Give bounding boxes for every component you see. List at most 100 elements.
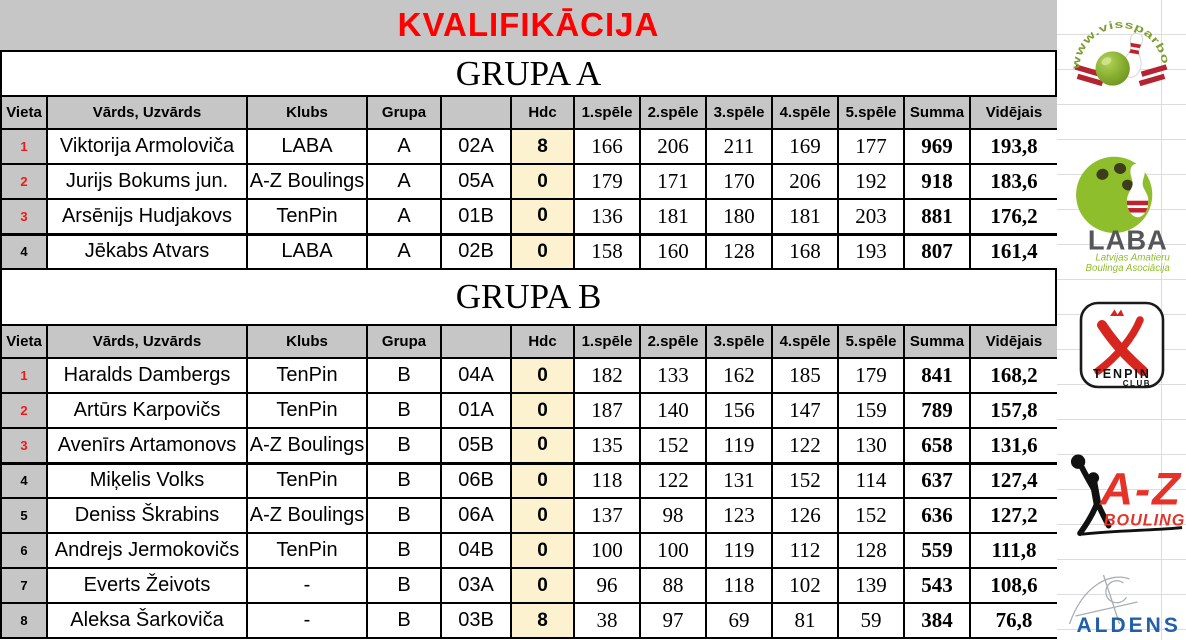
- az-logo-title: A-Z: [1099, 464, 1182, 515]
- handicap-cell: 0: [510, 392, 575, 429]
- table-row: 4 Miķelis Volks TenPin B 06B 0 118 122 131 152 114…: [0, 462, 1059, 499]
- column-header: 4.spēle: [771, 95, 839, 130]
- average-cell: 176,2: [969, 198, 1059, 236]
- club-cell: -: [246, 602, 368, 639]
- tenpin-logo-subtitle: CLUB: [1123, 379, 1151, 388]
- rank-cell: 6: [0, 532, 48, 569]
- game4-cell: 122: [771, 427, 839, 465]
- rank-cell: 7: [0, 567, 48, 604]
- column-header: 1.spēle: [573, 324, 641, 359]
- game3-cell: 156: [705, 392, 773, 429]
- player-name-cell: Deniss Škrabins: [46, 497, 248, 534]
- tenpin-logo: TENPIN CLUB: [1077, 299, 1167, 391]
- average-cell: 111,8: [969, 532, 1059, 569]
- group-letter-cell: B: [366, 567, 442, 604]
- game5-cell: 128: [837, 532, 905, 569]
- table-row: 3 Arsēnijs Hudjakovs TenPin A 01B 0 136 181 180 1…: [0, 198, 1059, 236]
- game3-cell: 69: [705, 602, 773, 639]
- aldens-logo-title: ALDENS: [1077, 614, 1181, 636]
- game5-cell: 203: [837, 198, 905, 236]
- player-name-cell: Miķelis Volks: [46, 462, 248, 499]
- game3-cell: 131: [705, 462, 773, 499]
- laba-logo: LABA Latvijas Amatieru Boulinga Asociāci…: [1073, 146, 1171, 274]
- table-row: 2 Artūrs Karpovičs TenPin B 01A 0 187 140 156 147…: [0, 392, 1059, 429]
- group-a-title: GRUPA A: [0, 52, 1057, 95]
- tenpin-logo-title: TENPIN: [1093, 367, 1151, 381]
- game5-cell: 59: [837, 602, 905, 639]
- column-header: 3.spēle: [705, 324, 773, 359]
- table-row: 4 Jēkabs Atvars LABA A 02B 0 158 160 128 168 193 80…: [0, 233, 1059, 270]
- group-letter-cell: A: [366, 128, 442, 165]
- column-header: [440, 95, 512, 130]
- rank-cell: 4: [0, 233, 48, 270]
- rank-cell: 5: [0, 497, 48, 534]
- handicap-cell: 0: [510, 198, 575, 236]
- aldens-logo: ALDENS: [1062, 566, 1180, 636]
- rank-cell: 1: [0, 128, 48, 165]
- group-a-header-row: Vieta Vārds, Uzvārds Klubs Grupa Hdc 1.spēle 2…: [0, 95, 1059, 130]
- game2-cell: 152: [639, 427, 707, 465]
- table-row: 5 Deniss Škrabins A-Z Boulings B 06A 0 137 98 12…: [0, 497, 1059, 534]
- total-cell: 881: [903, 198, 971, 236]
- player-name-cell: Andrejs Jermokovičs: [46, 532, 248, 569]
- total-cell: 807: [903, 233, 971, 270]
- column-header: Summa: [903, 95, 971, 130]
- column-header: Hdc: [510, 324, 575, 359]
- club-cell: LABA: [246, 233, 368, 270]
- player-name-cell: Aleksa Šarkoviča: [46, 602, 248, 639]
- player-name-cell: Everts Žeivots: [46, 567, 248, 604]
- total-cell: 559: [903, 532, 971, 569]
- column-header: 2.spēle: [639, 324, 707, 359]
- group-b-header-row: Vieta Vārds, Uzvārds Klubs Grupa Hdc 1.spēle 2…: [0, 324, 1059, 359]
- column-header: Summa: [903, 324, 971, 359]
- total-cell: 384: [903, 602, 971, 639]
- game3-cell: 180: [705, 198, 773, 236]
- player-name-cell: Haralds Dambergs: [46, 357, 248, 394]
- az-logo-subtitle: BOULINGS: [1104, 512, 1184, 530]
- game3-cell: 123: [705, 497, 773, 534]
- lane-cell: 01B: [440, 198, 512, 236]
- game4-cell: 81: [771, 602, 839, 639]
- handicap-cell: 0: [510, 567, 575, 604]
- table-row: 3 Avenīrs Artamonovs A-Z Boulings B 05B 0 135 1…: [0, 427, 1059, 465]
- vissparboulingu-logo: www.vissparboulingu.lv: [1066, 5, 1176, 107]
- lane-cell: 04A: [440, 357, 512, 394]
- club-cell: TenPin: [246, 392, 368, 429]
- handicap-cell: 8: [510, 602, 575, 639]
- table-row: 1 Viktorija Armoloviča LABA A 02A 8 166 206 211 1…: [0, 128, 1059, 165]
- game1-cell: 187: [573, 392, 641, 429]
- group-letter-cell: A: [366, 198, 442, 236]
- game4-cell: 169: [771, 128, 839, 165]
- az-boulings-logo: A-Z BOULINGS: [1060, 448, 1184, 546]
- game2-cell: 206: [639, 128, 707, 165]
- game1-cell: 38: [573, 602, 641, 639]
- results-main: KVALIFIKĀCIJA GRUPA A Vieta Vārds, Uzvārd…: [0, 0, 1059, 639]
- handicap-cell: 0: [510, 357, 575, 394]
- game4-cell: 185: [771, 357, 839, 394]
- game3-cell: 162: [705, 357, 773, 394]
- average-cell: 76,8: [969, 602, 1059, 639]
- group-letter-cell: B: [366, 602, 442, 639]
- column-header: Vidējais: [969, 95, 1059, 130]
- lane-cell: 02A: [440, 128, 512, 165]
- rank-cell: 3: [0, 198, 48, 236]
- table-row: 8 Aleksa Šarkoviča - B 03B 8 38 97 69 81 59 384 76,8: [0, 602, 1059, 639]
- group-letter-cell: B: [366, 357, 442, 394]
- game5-cell: 193: [837, 233, 905, 270]
- laba-logo-icon: LABA Latvijas Amatieru Boulinga Asociāci…: [1076, 156, 1170, 274]
- group-b-title: GRUPA B: [0, 270, 1057, 324]
- group-a-table: Vieta Vārds, Uzvārds Klubs Grupa Hdc 1.spēle 2…: [0, 95, 1059, 270]
- player-name-cell: Viktorija Armoloviča: [46, 128, 248, 165]
- game1-cell: 179: [573, 163, 641, 200]
- average-cell: 131,6: [969, 427, 1059, 465]
- lane-cell: 02B: [440, 233, 512, 270]
- game1-cell: 166: [573, 128, 641, 165]
- game2-cell: 181: [639, 198, 707, 236]
- total-cell: 841: [903, 357, 971, 394]
- column-header: Vidējais: [969, 324, 1059, 359]
- column-header: Grupa: [366, 95, 442, 130]
- game3-cell: 119: [705, 532, 773, 569]
- game1-cell: 100: [573, 532, 641, 569]
- game4-cell: 206: [771, 163, 839, 200]
